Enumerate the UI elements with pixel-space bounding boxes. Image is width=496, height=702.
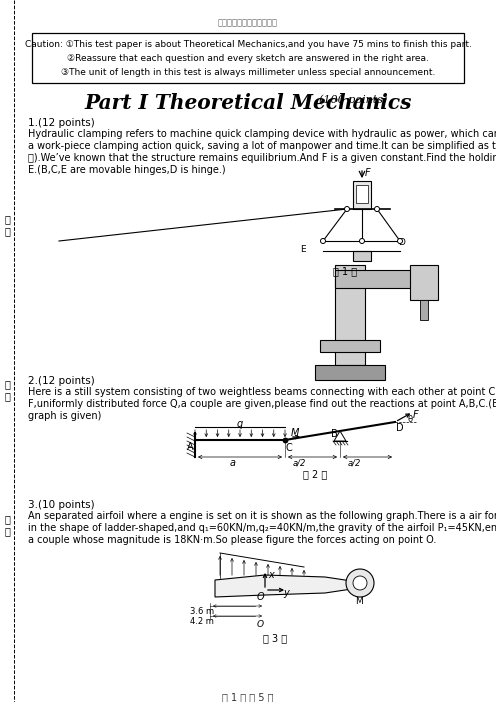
Text: O: O xyxy=(256,620,263,629)
Circle shape xyxy=(360,239,365,244)
Text: O: O xyxy=(257,592,265,602)
Text: 第 1 页 共 5 页: 第 1 页 共 5 页 xyxy=(222,692,274,702)
Bar xyxy=(410,265,438,300)
Text: in the shape of ladder-shaped,and q₁=60KN/m,q₂=40KN/m,the gravity of the airfoil: in the shape of ladder-shaped,and q₁=60K… xyxy=(28,523,496,533)
Text: 题 1 图: 题 1 图 xyxy=(333,266,357,276)
Text: An separated airfoil where a engine is set on it is shown as the following graph: An separated airfoil where a engine is s… xyxy=(28,511,496,521)
Bar xyxy=(32,33,464,83)
Polygon shape xyxy=(334,431,346,441)
Text: a couple whose magnitude is 18KN·m.So please figure the forces acting on point O: a couple whose magnitude is 18KN·m.So pl… xyxy=(28,535,436,545)
Bar xyxy=(320,340,380,352)
Text: A: A xyxy=(187,442,193,452)
Text: Hydraulic clamping refers to machine quick clamping device with hydraulic as pow: Hydraulic clamping refers to machine qui… xyxy=(28,129,496,139)
Text: 3.6 m: 3.6 m xyxy=(190,607,214,616)
Text: graph is given): graph is given) xyxy=(28,411,101,421)
Text: y: y xyxy=(283,588,289,598)
Text: 1.(12 points): 1.(12 points) xyxy=(28,118,95,128)
Circle shape xyxy=(346,569,374,597)
Bar xyxy=(315,365,385,380)
Text: Here is a still system consisting of two weightless beams connecting with each o: Here is a still system consisting of two… xyxy=(28,387,496,397)
Text: (100 points): (100 points) xyxy=(109,94,387,105)
Bar xyxy=(356,185,368,203)
Text: 4.2 m: 4.2 m xyxy=(190,617,214,626)
Circle shape xyxy=(320,239,325,244)
Text: F: F xyxy=(413,410,419,420)
Text: ②Reassure that each question and every sketch are answered in the right area.: ②Reassure that each question and every s… xyxy=(67,54,429,63)
Bar xyxy=(353,181,371,209)
Circle shape xyxy=(353,576,367,590)
Text: F: F xyxy=(365,168,371,178)
Bar xyxy=(335,265,365,365)
Bar xyxy=(335,270,435,288)
Text: M: M xyxy=(291,428,300,438)
Text: E: E xyxy=(300,245,306,254)
Text: a: a xyxy=(230,458,236,468)
Text: 3.(10 points): 3.(10 points) xyxy=(28,500,95,510)
Text: M: M xyxy=(355,597,363,606)
Text: x: x xyxy=(268,570,274,580)
Text: E.(B,C,E are movable hinges,D is hinge.): E.(B,C,E are movable hinges,D is hinge.) xyxy=(28,165,226,175)
Text: B: B xyxy=(331,429,338,439)
Text: a work-piece clamping action quick, saving a lot of manpower and time.It can be : a work-piece clamping action quick, savi… xyxy=(28,141,496,151)
Text: 题 2 图: 题 2 图 xyxy=(303,469,327,479)
Polygon shape xyxy=(215,575,365,597)
Text: C: C xyxy=(286,443,293,453)
Text: 班
级: 班 级 xyxy=(4,514,10,536)
Text: A: A xyxy=(363,580,370,590)
Text: D: D xyxy=(396,423,404,433)
Text: θ: θ xyxy=(408,415,413,424)
Text: 2.(12 points): 2.(12 points) xyxy=(28,376,95,386)
Circle shape xyxy=(397,239,402,244)
Bar xyxy=(420,300,428,320)
Text: a/2: a/2 xyxy=(293,458,307,467)
Text: Part I Theoretical Mechanics: Part I Theoretical Mechanics xyxy=(84,93,412,113)
Text: 姓
名: 姓 名 xyxy=(4,214,10,236)
Text: a/2: a/2 xyxy=(348,458,362,467)
Circle shape xyxy=(374,206,379,211)
Text: 期末考试理论力学模拟考卷: 期末考试理论力学模拟考卷 xyxy=(218,18,278,27)
Text: 班
级: 班 级 xyxy=(4,379,10,401)
Text: q: q xyxy=(237,419,243,429)
Circle shape xyxy=(345,206,350,211)
Text: Caution: ①This test paper is about Theoretical Mechanics,and you have 75 mins to: Caution: ①This test paper is about Theor… xyxy=(25,40,471,49)
Bar xyxy=(353,251,371,261)
Text: F,uniformly distributed force Q,a couple are given,please find out the reactions: F,uniformly distributed force Q,a couple… xyxy=(28,399,496,409)
Text: ③The unit of length in this test is always millimeter unless special announcemen: ③The unit of length in this test is alwa… xyxy=(61,68,435,77)
Text: 题 3 图: 题 3 图 xyxy=(263,633,287,643)
Text: D: D xyxy=(398,238,405,247)
Text: 图).We’ve known that the structure remains equilibrium.And F is a given constant.: 图).We’ve known that the structure remain… xyxy=(28,153,496,163)
